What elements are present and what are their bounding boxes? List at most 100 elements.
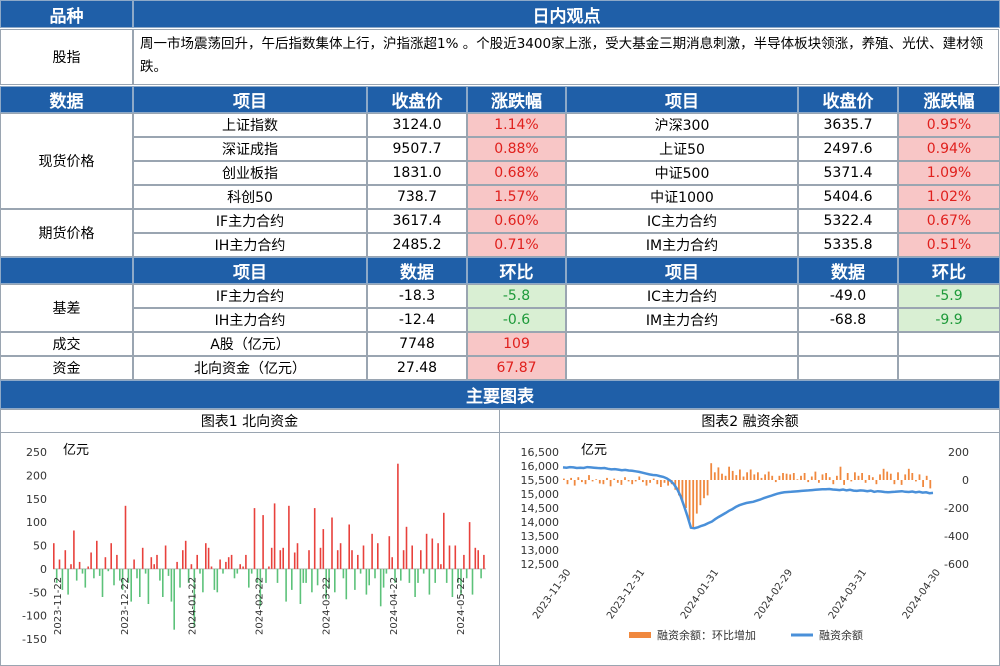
chart2-bar bbox=[724, 475, 727, 480]
basis-rows-1-name: IH主力合约 bbox=[133, 308, 367, 332]
chart2-bar bbox=[789, 474, 792, 480]
chart2-ytick-right: -200 bbox=[944, 502, 969, 515]
chart2-bar bbox=[692, 480, 695, 529]
chart1-bar bbox=[319, 547, 322, 569]
spot-rows-1-change2: 0.94% bbox=[898, 137, 1000, 161]
chart2-bar bbox=[606, 477, 608, 480]
chart1-bar bbox=[265, 568, 267, 583]
chart1-bar bbox=[357, 554, 359, 569]
chart1-bar bbox=[205, 543, 207, 569]
chart2-bar bbox=[624, 477, 626, 480]
chart1-bar bbox=[334, 568, 336, 593]
chart1-xtick: 2024-03-22 bbox=[322, 577, 333, 635]
spot-rows-0-close: 3124.0 bbox=[367, 113, 467, 137]
chart1-bar bbox=[101, 568, 104, 597]
basis-rows-1-value2: -68.8 bbox=[798, 308, 898, 332]
chart2-ytick-left: 15,000 bbox=[521, 488, 560, 501]
chart1-ytick: 100 bbox=[26, 516, 47, 529]
chart2-bar bbox=[767, 471, 770, 480]
chart1-bar bbox=[150, 557, 153, 569]
chart1-title: 图表1 北向资金 bbox=[0, 409, 499, 433]
chart2-bar bbox=[591, 480, 594, 482]
chart1-bar bbox=[210, 566, 213, 569]
chart2-bar bbox=[749, 469, 752, 480]
chart1-bar bbox=[368, 568, 370, 586]
chart1-bar bbox=[90, 552, 92, 569]
chart1-bar bbox=[394, 568, 396, 583]
chart1-bar bbox=[193, 568, 196, 628]
chart2-ytick-left: 13,000 bbox=[521, 544, 560, 557]
chart2-bar bbox=[739, 469, 741, 480]
chart1-ylabel: 亿元 bbox=[63, 443, 89, 458]
chart1-bar bbox=[262, 515, 264, 569]
spot-rows-2-name: 创业板指 bbox=[133, 161, 367, 185]
chart1-bar bbox=[417, 568, 419, 583]
chart1-bar bbox=[96, 540, 98, 569]
chart1-xtick: 2024-02-22 bbox=[255, 577, 266, 635]
chart1-bar bbox=[53, 543, 55, 569]
chart2-bar bbox=[753, 474, 756, 480]
chart1-bar bbox=[141, 547, 144, 569]
chart1-bar bbox=[377, 543, 379, 569]
chart1-bar bbox=[248, 568, 250, 588]
chart2-bar bbox=[922, 480, 924, 487]
chart2-ytick-right: -400 bbox=[944, 530, 969, 543]
t2-h-item: 项目 bbox=[133, 257, 367, 284]
t2-h-hb: 环比 bbox=[467, 257, 566, 284]
basis-rows-0-value2: -49.0 bbox=[798, 284, 898, 308]
basis-rows-1-hb: -0.6 bbox=[467, 308, 566, 332]
chart2-bar bbox=[868, 475, 871, 480]
funds-name: 北向资金（亿元） bbox=[133, 356, 367, 380]
spot-rows-0-name2: 沪深300 bbox=[566, 113, 798, 137]
chart1-bar bbox=[471, 568, 474, 595]
chart2-bar bbox=[728, 466, 730, 480]
chart1-bar bbox=[196, 554, 198, 569]
chart2-bar bbox=[771, 475, 774, 480]
chart1-bar bbox=[374, 568, 376, 579]
chart2-title: 图表2 融资余额 bbox=[500, 409, 1000, 433]
chart1-bar bbox=[296, 543, 299, 569]
stock-index-comment: 周一市场震荡回升，午后指数集体上行，沪指涨超1% 。个股近3400家上涨，受大基… bbox=[133, 29, 999, 85]
chart2-bar bbox=[810, 476, 813, 480]
chart1-ytick: 200 bbox=[26, 469, 47, 482]
chart2-bar bbox=[757, 472, 759, 480]
chart2-bar bbox=[925, 475, 928, 480]
chart2-bar bbox=[774, 480, 777, 483]
volume-blank bbox=[566, 332, 798, 356]
chart2-bar bbox=[566, 480, 569, 485]
chart1-bar bbox=[451, 568, 454, 597]
chart1-bar bbox=[136, 568, 138, 579]
chart1-xtick: 2024-04-22 bbox=[389, 577, 400, 635]
chart2-bar bbox=[864, 480, 867, 483]
chart1-bar bbox=[443, 512, 445, 569]
basis-rows-0-name: IF主力合约 bbox=[133, 284, 367, 308]
chart1-bar bbox=[156, 554, 158, 569]
chart2-bar bbox=[907, 468, 910, 480]
fut-rows-1-close: 2485.2 bbox=[367, 233, 467, 257]
chart2-bar bbox=[911, 473, 914, 480]
chart1-bar bbox=[316, 568, 319, 586]
chart2-bar bbox=[918, 474, 921, 480]
chart1-bar bbox=[282, 547, 284, 569]
chart2-bar bbox=[742, 476, 745, 480]
chart2-bar bbox=[825, 473, 827, 480]
chart1-bar bbox=[291, 568, 293, 590]
chart1-bar bbox=[199, 568, 201, 574]
chart2-ytick-left: 16,000 bbox=[521, 460, 560, 473]
chart1-bar bbox=[448, 545, 451, 569]
charts-divider bbox=[499, 409, 500, 666]
fut-rows-0-change2: 0.67% bbox=[898, 209, 1000, 233]
chart1-bar bbox=[431, 538, 434, 569]
t2-h-item2: 项目 bbox=[566, 257, 798, 284]
chart2-bar bbox=[595, 479, 598, 480]
chart2-ytick-right: 200 bbox=[948, 446, 969, 459]
chart2-bar bbox=[627, 480, 630, 482]
chart1-bar bbox=[382, 568, 385, 588]
chart1-bar bbox=[379, 568, 382, 607]
chart1-bar bbox=[133, 559, 135, 569]
chart1-ytick: 0 bbox=[40, 563, 47, 576]
chart2-ytick-left: 14,500 bbox=[521, 502, 560, 515]
spot-rows-1-change: 0.88% bbox=[467, 137, 566, 161]
fut-rows-0-change: 0.60% bbox=[467, 209, 566, 233]
chart2-bar bbox=[782, 473, 784, 480]
